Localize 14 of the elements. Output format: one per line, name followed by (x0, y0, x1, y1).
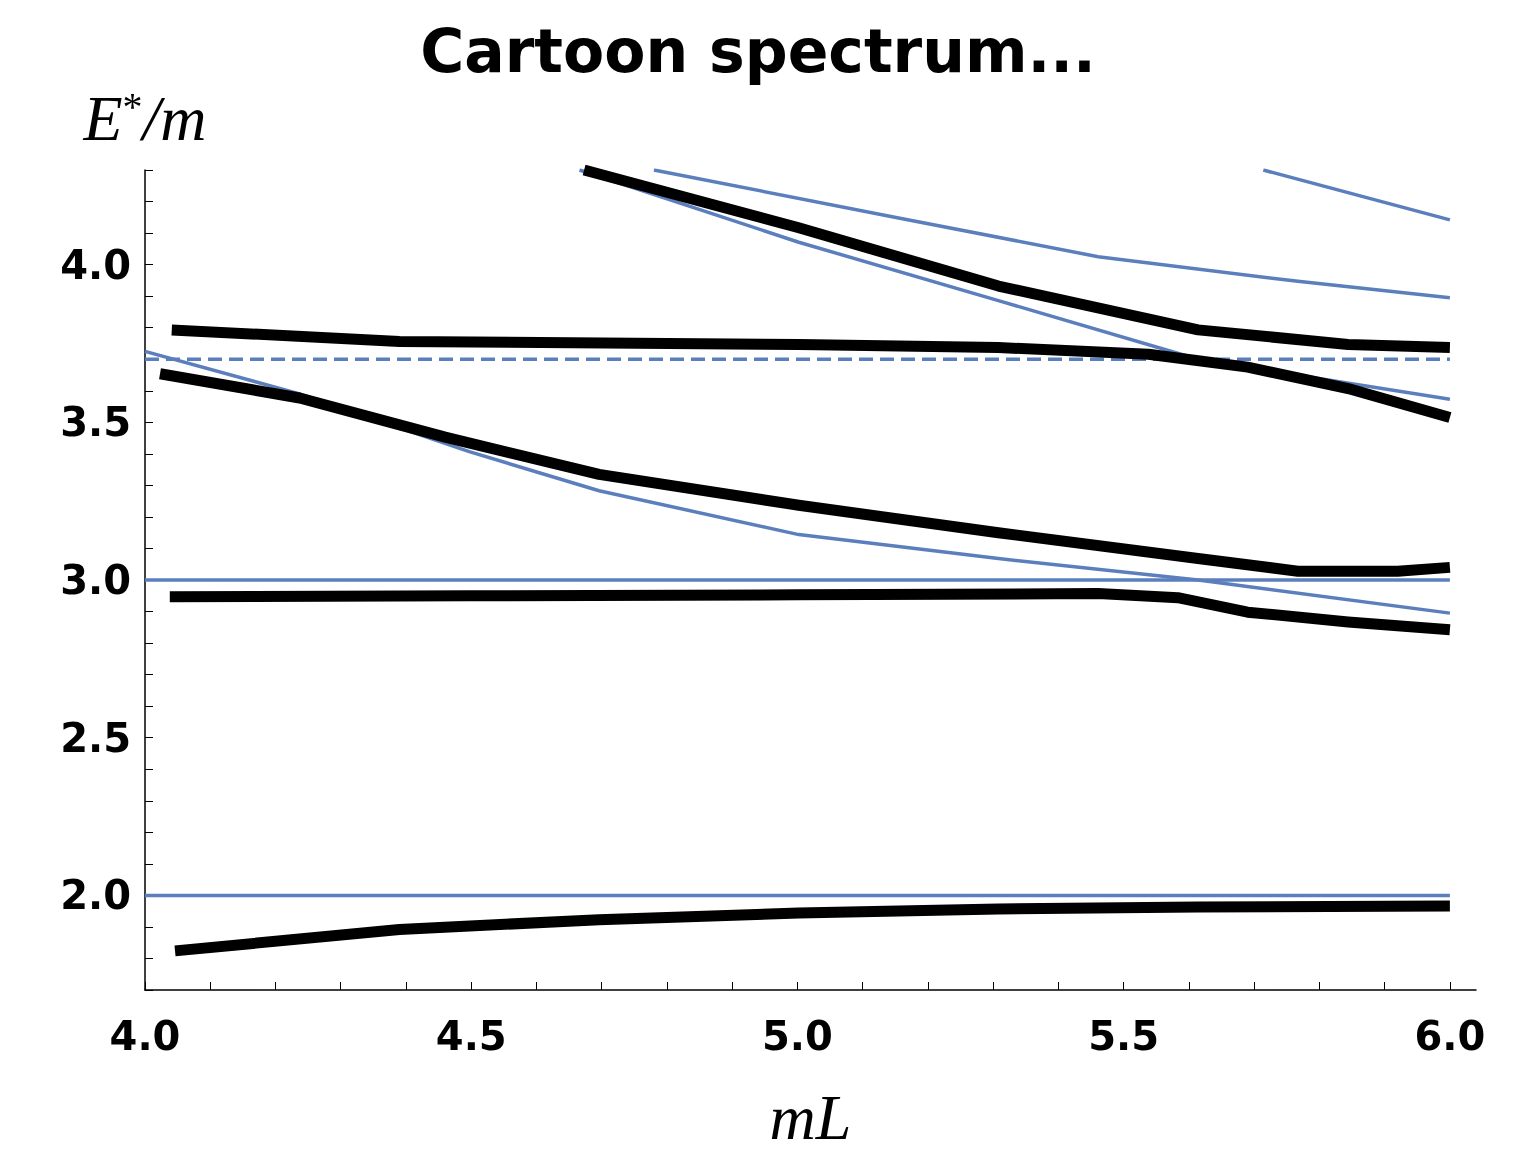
y-tick-label: 3.0 (60, 557, 131, 603)
x-axis-title: mL (769, 1081, 852, 1153)
x-tick-label: 6.0 (1414, 1013, 1486, 1059)
x-tick-label: 5.0 (762, 1013, 833, 1059)
x-tick-label: 4.5 (435, 1013, 507, 1059)
x-tick-label: 4.0 (109, 1013, 181, 1059)
y-axis-title: E*/m (82, 82, 207, 154)
y-tick-label: 4.0 (60, 241, 131, 288)
y-tick-label: 3.5 (60, 399, 131, 446)
chart-title: Cartoon spectrum... (420, 16, 1096, 86)
y-tick-label: 2.5 (60, 714, 131, 761)
x-tick-label: 5.5 (1088, 1013, 1160, 1059)
y-tick-label: 2.0 (60, 872, 131, 919)
line-series (652, 168, 1452, 300)
